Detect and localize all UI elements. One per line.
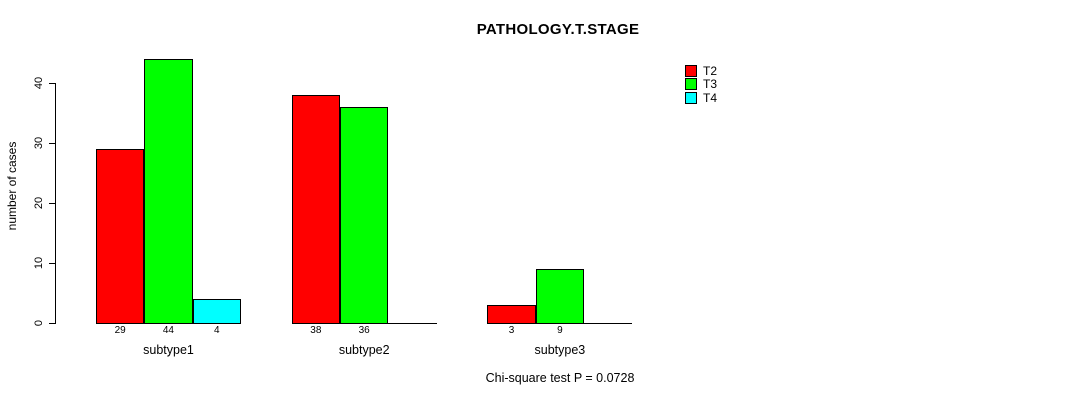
chart-title: PATHOLOGY.T.STAGE: [476, 21, 640, 38]
bar-value-label: 38: [310, 325, 322, 336]
category-label-subtype3: subtype3: [534, 343, 586, 357]
y-tick-label: 20: [33, 196, 45, 210]
bar-value-label: 29: [114, 325, 126, 336]
legend-label-T2: T2: [703, 63, 718, 78]
legend-label-T3: T3: [703, 77, 718, 92]
y-tick: [49, 203, 55, 204]
bar-value-label: 4: [213, 325, 220, 336]
y-axis-label: number of cases: [5, 141, 19, 231]
category-label-subtype2: subtype2: [338, 343, 390, 357]
bar-value-label: 44: [162, 325, 174, 336]
bar-subtype1-T4: [192, 299, 241, 324]
bar-subtype2-T3: [340, 107, 389, 324]
y-axis-line: [55, 83, 56, 324]
legend-swatch-T3: [685, 78, 697, 91]
y-tick: [49, 323, 55, 324]
legend-label-T4: T4: [703, 90, 718, 105]
bar-subtype3-T3: [535, 269, 584, 324]
y-tick-label: 0: [33, 319, 45, 327]
y-tick: [49, 83, 55, 84]
y-tick-label: 30: [33, 136, 45, 150]
y-tick: [49, 143, 55, 144]
y-tick: [49, 263, 55, 264]
bar-subtype1-T2: [96, 149, 145, 324]
bar-value-label: 3: [508, 325, 515, 336]
bar-value-label: 36: [358, 325, 370, 336]
bar-subtype1-T3: [144, 59, 193, 324]
bar-subtype2-T2: [291, 95, 340, 324]
legend-swatch-T4: [685, 91, 697, 104]
chi-square-annotation: Chi-square test P = 0.0728: [485, 371, 635, 385]
legend-swatch-T2: [685, 64, 697, 77]
bar-value-label: 9: [557, 325, 563, 336]
y-tick-label: 40: [33, 76, 45, 90]
y-tick-label: 10: [33, 256, 45, 270]
bar-subtype3-T2: [487, 305, 536, 324]
category-label-subtype1: subtype1: [143, 343, 194, 357]
